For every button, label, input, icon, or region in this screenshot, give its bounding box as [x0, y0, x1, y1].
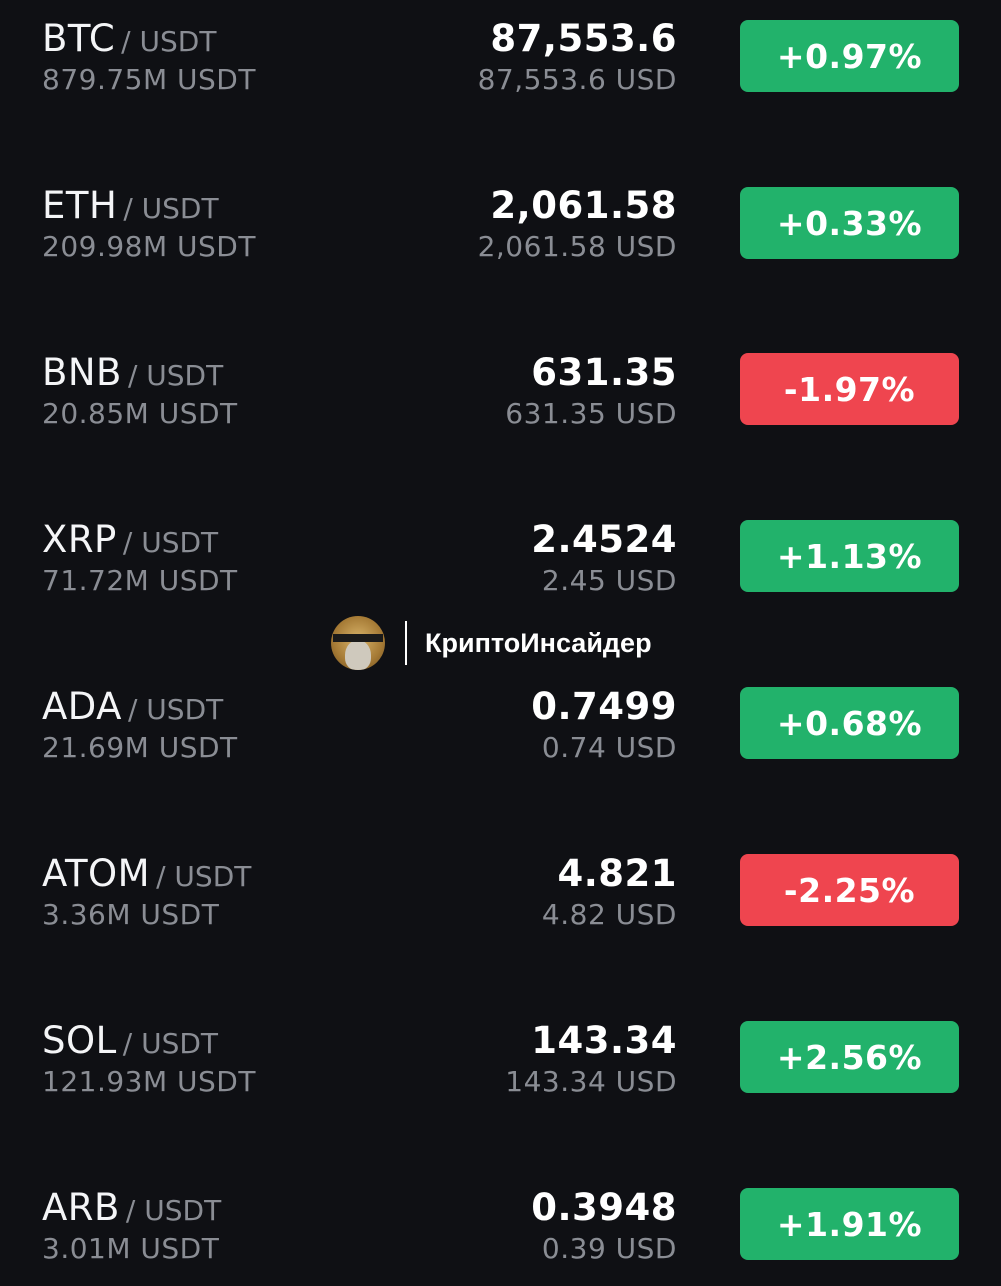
volume: 121.93M USDT — [42, 1065, 256, 1098]
volume: 20.85M USDT — [42, 397, 238, 430]
pair-name: BNB / USDT — [42, 351, 223, 394]
price-usd: 4.82 USD — [541, 898, 677, 931]
watermark: КриптоИнсайдер — [331, 616, 652, 670]
base-symbol: BNB — [42, 351, 122, 394]
watermark-text: КриптоИнсайдер — [425, 627, 652, 658]
price-usd: 0.39 USD — [541, 1232, 677, 1265]
pair-name: SOL / USDT — [42, 1019, 218, 1062]
base-symbol: ETH — [42, 184, 118, 227]
quote-symbol: / USDT — [121, 25, 217, 58]
quote-symbol: / USDT — [156, 860, 252, 893]
pair-name: ETH / USDT — [42, 184, 219, 227]
change-badge[interactable]: +2.56% — [740, 1021, 959, 1093]
change-badge[interactable]: +0.68% — [740, 687, 959, 759]
ticker-row-sol[interactable]: SOL / USDT 121.93M USDT 143.34 143.34 USD… — [0, 1019, 1001, 1119]
base-symbol: XRP — [42, 518, 117, 561]
last-price: 87,553.6 — [490, 17, 677, 60]
price-usd: 2,061.58 USD — [477, 230, 677, 263]
quote-symbol: / USDT — [125, 1194, 222, 1227]
last-price: 2,061.58 — [490, 184, 677, 227]
quote-symbol: / USDT — [127, 359, 224, 392]
last-price: 2.4524 — [531, 518, 677, 561]
last-price: 631.35 — [531, 351, 677, 394]
quote-symbol: / USDT — [122, 526, 219, 559]
price-usd: 0.74 USD — [541, 731, 677, 764]
ticker-row-xrp[interactable]: XRP / USDT 71.72M USDT 2.4524 2.45 USD +1… — [0, 518, 1001, 618]
change-badge[interactable]: -1.97% — [740, 353, 959, 425]
volume: 71.72M USDT — [42, 564, 238, 597]
change-badge[interactable]: -2.25% — [740, 854, 959, 926]
price-usd: 2.45 USD — [541, 564, 677, 597]
pair-name: ARB / USDT — [42, 1186, 221, 1229]
pair-name: ADA / USDT — [42, 685, 223, 728]
ticker-row-eth[interactable]: ETH / USDT 209.98M USDT 2,061.58 2,061.58… — [0, 184, 1001, 284]
price-usd: 631.35 USD — [505, 397, 677, 430]
pair-name: ATOM / USDT — [42, 852, 251, 895]
pair-name: BTC / USDT — [42, 17, 216, 60]
last-price: 143.34 — [531, 1019, 677, 1062]
ticker-row-arb[interactable]: ARB / USDT 3.01M USDT 0.3948 0.39 USD +1.… — [0, 1186, 1001, 1286]
volume: 879.75M USDT — [42, 63, 256, 96]
base-symbol: ATOM — [42, 852, 151, 895]
quote-symbol: / USDT — [123, 192, 219, 225]
price-usd: 143.34 USD — [505, 1065, 677, 1098]
change-badge[interactable]: +0.97% — [740, 20, 959, 92]
price-usd: 87,553.6 USD — [477, 63, 677, 96]
pair-name: XRP / USDT — [42, 518, 218, 561]
volume: 209.98M USDT — [42, 230, 256, 263]
ticker-row-btc[interactable]: BTC / USDT 879.75M USDT 87,553.6 87,553.6… — [0, 17, 1001, 117]
ticker-row-atom[interactable]: ATOM / USDT 3.36M USDT 4.821 4.82 USD -2.… — [0, 852, 1001, 952]
crypto-insider-logo-icon — [331, 616, 385, 670]
last-price: 4.821 — [557, 852, 677, 895]
last-price: 0.3948 — [531, 1186, 677, 1229]
quote-symbol: / USDT — [122, 1027, 218, 1060]
change-badge[interactable]: +1.13% — [740, 520, 959, 592]
quote-symbol: / USDT — [127, 693, 224, 726]
last-price: 0.7499 — [531, 685, 677, 728]
ticker-row-ada[interactable]: ADA / USDT 21.69M USDT 0.7499 0.74 USD +0… — [0, 685, 1001, 785]
change-badge[interactable]: +0.33% — [740, 187, 959, 259]
base-symbol: ARB — [42, 1186, 120, 1229]
base-symbol: BTC — [42, 17, 116, 60]
base-symbol: ADA — [42, 685, 122, 728]
ticker-row-bnb[interactable]: BNB / USDT 20.85M USDT 631.35 631.35 USD … — [0, 351, 1001, 451]
volume: 3.36M USDT — [42, 898, 220, 931]
change-badge[interactable]: +1.91% — [740, 1188, 959, 1260]
volume: 3.01M USDT — [42, 1232, 220, 1265]
volume: 21.69M USDT — [42, 731, 238, 764]
watermark-divider — [405, 621, 407, 665]
base-symbol: SOL — [42, 1019, 117, 1062]
